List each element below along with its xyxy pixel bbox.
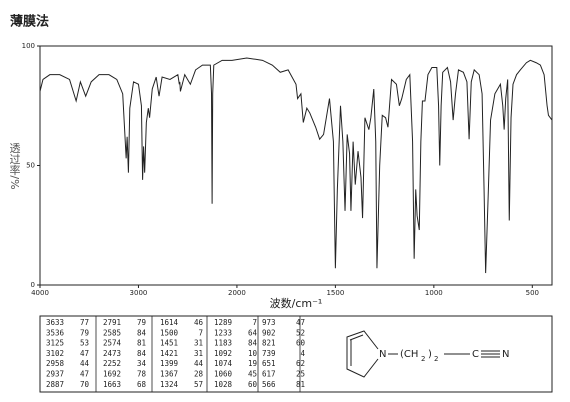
wavenumber: 973 — [262, 318, 276, 327]
wavenumber: 1421 — [160, 349, 178, 358]
transmittance: 7 — [198, 328, 203, 337]
wavenumber: 1614 — [160, 318, 179, 327]
x-tick-label: 4000 — [31, 289, 49, 297]
y-tick-label: 50 — [26, 162, 35, 170]
wavenumber: 566 — [262, 380, 276, 389]
transmittance: 62 — [296, 359, 305, 368]
wavenumber: 2473 — [103, 349, 121, 358]
atom-label: C — [472, 349, 479, 360]
spectrum-line — [39, 57, 553, 274]
wavenumber: 2791 — [103, 318, 121, 327]
transmittance: 84 — [137, 349, 147, 358]
wavenumber: 1500 — [160, 328, 179, 337]
y-tick-label: 100 — [22, 42, 35, 50]
transmittance: 68 — [137, 380, 147, 389]
transmittance: 44 — [194, 359, 204, 368]
wavenumber: 2887 — [46, 380, 64, 389]
atom-label: N — [502, 349, 509, 360]
wavenumber: 1060 — [214, 370, 233, 379]
wavenumber: 2252 — [103, 359, 121, 368]
transmittance: 79 — [80, 328, 89, 337]
transmittance: 84 — [248, 339, 258, 348]
chart-title: 薄膜法 — [10, 14, 49, 30]
x-tick-label: 1500 — [326, 289, 344, 297]
wavenumber: 3536 — [46, 328, 65, 337]
transmittance: 60 — [248, 380, 258, 389]
transmittance: 46 — [194, 318, 204, 327]
x-tick-label: 500 — [526, 289, 539, 297]
wavenumber: 1367 — [160, 370, 178, 379]
peak-table — [39, 315, 553, 393]
wavenumber: 3633 — [46, 318, 64, 327]
transmittance: 77 — [80, 318, 89, 327]
transmittance: 53 — [80, 339, 89, 348]
transmittance: 31 — [194, 339, 203, 348]
subscript: 2 — [421, 355, 425, 363]
x-tick-label: 1000 — [425, 289, 443, 297]
wavenumber: 1183 — [214, 339, 232, 348]
transmittance: 7 — [252, 318, 257, 327]
wavenumber: 1233 — [214, 328, 232, 337]
wavenumber: 1028 — [214, 380, 233, 389]
wavenumber: 1399 — [160, 359, 178, 368]
atom-label: N — [379, 349, 386, 360]
wavenumber: 2958 — [46, 359, 65, 368]
wavenumber: 1289 — [214, 318, 232, 327]
x-tick-label: 3000 — [130, 289, 148, 297]
double-bond — [349, 334, 364, 341]
wavenumber: 2585 — [103, 328, 121, 337]
wavenumber: 1092 — [214, 349, 232, 358]
transmittance: 84 — [137, 328, 147, 337]
transmittance: 45 — [248, 370, 257, 379]
x-tick-label: 2000 — [228, 289, 246, 297]
transmittance: 47 — [296, 318, 305, 327]
transmittance: 81 — [296, 380, 305, 389]
transmittance: 19 — [248, 359, 257, 368]
transmittance: 47 — [80, 370, 89, 379]
transmittance: 57 — [194, 380, 203, 389]
transmittance: 10 — [248, 349, 258, 358]
wavenumber: 1692 — [103, 370, 121, 379]
wavenumber: 739 — [262, 349, 276, 358]
transmittance: 47 — [80, 349, 89, 358]
group-label: (CH — [400, 349, 418, 360]
group-label: ) — [428, 349, 432, 360]
wavenumber: 2574 — [103, 339, 122, 348]
wavenumber: 1324 — [160, 380, 179, 389]
wavenumber: 3125 — [46, 339, 64, 348]
y-axis-label: 透过率/% — [8, 142, 21, 189]
transmittance: 79 — [137, 318, 146, 327]
transmittance: 44 — [80, 359, 90, 368]
transmittance: 52 — [296, 328, 305, 337]
structure: N (CH 2 ) 2 C N — [346, 330, 509, 378]
x-axis-label: 波数/cm⁻¹ — [270, 297, 323, 310]
plot-frame — [39, 45, 553, 286]
transmittance: 78 — [137, 370, 147, 379]
ring — [346, 330, 379, 378]
transmittance: 31 — [194, 349, 203, 358]
wavenumber: 821 — [262, 339, 276, 348]
wavenumber: 651 — [262, 359, 276, 368]
y-tick-label: 0 — [31, 281, 35, 289]
transmittance: 70 — [80, 380, 90, 389]
transmittance: 4 — [300, 349, 305, 358]
transmittance: 25 — [296, 370, 305, 379]
wavenumber: 3102 — [46, 349, 64, 358]
wavenumber: 617 — [262, 370, 276, 379]
transmittance: 28 — [194, 370, 204, 379]
transmittance: 81 — [137, 339, 146, 348]
transmittance: 60 — [296, 339, 306, 348]
wavenumber: 902 — [262, 328, 276, 337]
wavenumber: 1451 — [160, 339, 178, 348]
transmittance: 64 — [248, 328, 258, 337]
transmittance: 34 — [137, 359, 147, 368]
wavenumber: 1074 — [214, 359, 233, 368]
wavenumber: 1663 — [103, 380, 121, 389]
subscript: 2 — [434, 355, 438, 363]
wavenumber: 2937 — [46, 370, 64, 379]
